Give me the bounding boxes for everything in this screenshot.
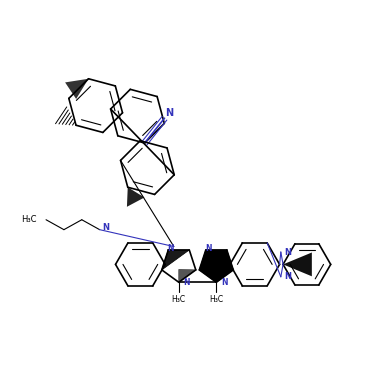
Text: H₃C: H₃C [209, 295, 223, 304]
Polygon shape [127, 187, 144, 207]
Text: N: N [284, 272, 291, 281]
Text: N: N [165, 108, 174, 118]
Text: N: N [284, 248, 291, 257]
Text: H₃C: H₃C [172, 295, 186, 304]
Text: N: N [102, 223, 110, 232]
Text: H₃C: H₃C [21, 215, 36, 224]
Polygon shape [65, 79, 88, 99]
Text: N: N [168, 244, 174, 253]
Polygon shape [199, 250, 233, 282]
Polygon shape [283, 252, 312, 276]
Text: N: N [221, 278, 228, 287]
Text: N: N [205, 244, 212, 253]
Polygon shape [162, 250, 189, 270]
Polygon shape [179, 269, 196, 282]
Text: N: N [184, 278, 190, 287]
